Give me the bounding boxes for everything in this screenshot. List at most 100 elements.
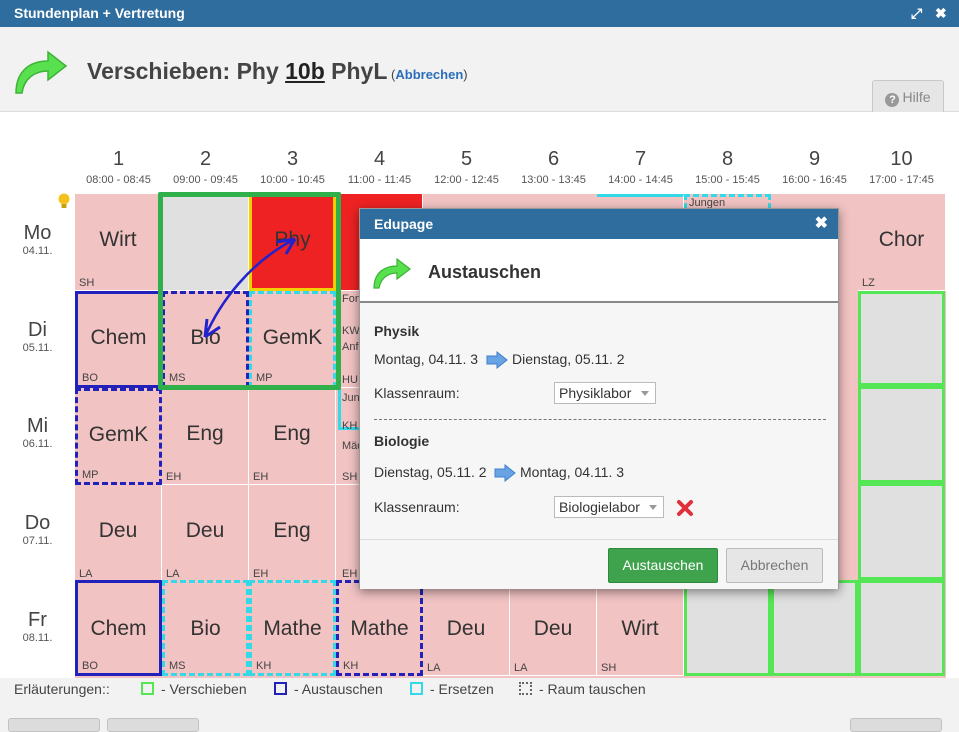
period-header: 8 15:00 - 15:45 bbox=[684, 148, 771, 186]
day-label: Mo 04.11. bbox=[22, 222, 53, 257]
room-2-label: Klassenraum: bbox=[374, 499, 460, 515]
legend-replace: - Ersetzen bbox=[430, 681, 494, 697]
move-arrow-icon bbox=[373, 257, 411, 289]
period-number: 10 bbox=[890, 148, 913, 170]
day-label: Do 07.11. bbox=[22, 512, 53, 547]
window-titlebar: Stundenplan + Vertretung ⤢ ✖ bbox=[0, 0, 959, 27]
period-time: 11:00 - 11:45 bbox=[347, 174, 412, 186]
title-suffix: PhyL bbox=[324, 58, 388, 84]
period-number: 6 bbox=[547, 148, 560, 170]
page-title: Verschieben: Phy 10b PhyL (Abbrechen) bbox=[87, 58, 468, 85]
class-link[interactable]: 10b bbox=[285, 58, 325, 84]
abort-close: ) bbox=[463, 67, 468, 82]
period-header: 2 09:00 - 09:45 bbox=[162, 148, 249, 186]
legend-room: - Raum tauschen bbox=[539, 681, 646, 697]
empty-cell[interactable] bbox=[858, 291, 945, 386]
maximize-icon[interactable]: ⤢ bbox=[911, 5, 923, 21]
period-number: 3 bbox=[286, 148, 299, 170]
subject-2-to: Montag, 04.11. 3 bbox=[520, 464, 625, 480]
lesson-cell[interactable]: Deu LA bbox=[75, 485, 162, 582]
legend-swap-swatch bbox=[274, 682, 287, 695]
help-button[interactable]: ? Hilfe bbox=[872, 80, 944, 115]
empty-cell[interactable] bbox=[162, 194, 249, 291]
lesson-cell[interactable]: Deu LA bbox=[162, 485, 249, 582]
arrow-right-icon bbox=[486, 351, 508, 369]
period-header: 3 10:00 - 10:45 bbox=[249, 148, 336, 186]
lesson-cell[interactable]: Deu LA bbox=[423, 580, 510, 676]
period-time: 08:00 - 08:45 bbox=[86, 174, 151, 186]
page-header: Verschieben: Phy 10b PhyL (Abbrechen) ? H… bbox=[0, 27, 959, 115]
legend-move: - Verschieben bbox=[161, 681, 247, 697]
legend-swap: - Austauschen bbox=[294, 681, 383, 697]
period-number: 2 bbox=[199, 148, 212, 170]
legend-room-swatch bbox=[519, 682, 532, 695]
window-title: Stundenplan + Vertretung bbox=[14, 5, 185, 21]
period-number: 1 bbox=[112, 148, 125, 170]
lesson-cell[interactable]: Wirt SH bbox=[75, 194, 162, 291]
lesson-cell[interactable]: Mathe KH bbox=[249, 580, 336, 676]
lesson-cell[interactable]: Mathe KH bbox=[336, 580, 423, 676]
empty-cell[interactable] bbox=[684, 580, 771, 676]
move-target-frame bbox=[158, 192, 341, 390]
period-number: 9 bbox=[808, 148, 821, 170]
period-header: 7 14:00 - 14:45 bbox=[597, 148, 684, 186]
period-header: 5 12:00 - 12:45 bbox=[423, 148, 510, 186]
dialog-title: Edupage bbox=[374, 216, 434, 232]
title-prefix: Verschieben: Phy bbox=[87, 58, 286, 84]
chevron-down-icon bbox=[649, 505, 657, 510]
lesson-cell[interactable]: Chem BO bbox=[75, 291, 162, 388]
lightbulb-icon[interactable] bbox=[57, 192, 71, 210]
bottom-toolbar bbox=[0, 700, 959, 732]
legend-replace-swatch bbox=[410, 682, 423, 695]
legend-move-swatch bbox=[141, 682, 154, 695]
lesson-cell[interactable]: Wirt SH bbox=[597, 580, 684, 676]
abort-link[interactable]: Abbrechen bbox=[395, 67, 464, 82]
dialog-close-icon[interactable]: ✖ bbox=[814, 215, 828, 232]
period-number: 7 bbox=[634, 148, 647, 170]
subject-2-title: Biologie bbox=[374, 433, 430, 449]
period-number: 4 bbox=[373, 148, 386, 170]
period-time: 12:00 - 12:45 bbox=[434, 174, 499, 186]
dialog-header: Austauschen bbox=[360, 239, 838, 303]
lesson-cell[interactable]: Eng EH bbox=[249, 388, 336, 485]
cancel-button[interactable]: Abbrechen bbox=[726, 548, 823, 583]
help-label: Hilfe bbox=[902, 89, 931, 105]
period-time: 13:00 - 13:45 bbox=[521, 174, 586, 186]
bottom-button[interactable] bbox=[850, 718, 942, 732]
lesson-cell[interactable]: Chem BO bbox=[75, 580, 162, 676]
swap-confirm-button[interactable]: Austauschen bbox=[608, 548, 718, 583]
period-time: 16:00 - 16:45 bbox=[782, 174, 847, 186]
lesson-cell[interactable]: Eng EH bbox=[162, 388, 249, 485]
lesson-cell[interactable]: Deu LA bbox=[510, 580, 597, 676]
room-1-value: Physiklabor bbox=[559, 385, 632, 401]
close-icon[interactable]: ✖ bbox=[935, 5, 947, 21]
bottom-button[interactable] bbox=[107, 718, 199, 732]
period-time: 10:00 - 10:45 bbox=[260, 174, 325, 186]
bottom-button[interactable] bbox=[8, 718, 100, 732]
section-divider bbox=[374, 419, 826, 420]
chevron-down-icon bbox=[641, 391, 649, 396]
empty-cell[interactable] bbox=[858, 483, 945, 580]
subject-1-from: Montag, 04.11. 3 bbox=[374, 351, 479, 367]
lesson-cell[interactable]: GemK MP bbox=[75, 388, 162, 485]
day-label: Di 05.11. bbox=[22, 319, 53, 354]
dialog-footer: Austauschen Abbrechen bbox=[360, 539, 838, 589]
lesson-cell[interactable]: Bio MS bbox=[162, 291, 249, 388]
room-1-select[interactable]: Physiklabor bbox=[554, 382, 656, 404]
period-header: 4 11:00 - 11:45 bbox=[336, 148, 423, 186]
empty-cell[interactable] bbox=[858, 386, 945, 483]
lesson-cell[interactable]: Chor LZ bbox=[858, 194, 946, 291]
period-header: 1 08:00 - 08:45 bbox=[75, 148, 162, 186]
empty-cell[interactable] bbox=[858, 580, 945, 676]
dialog-titlebar: Edupage ✖ bbox=[360, 209, 838, 239]
remove-icon[interactable] bbox=[676, 499, 694, 517]
period-header: 9 16:00 - 16:45 bbox=[771, 148, 858, 186]
empty-cell[interactable] bbox=[771, 580, 858, 676]
period-time: 14:00 - 14:45 bbox=[608, 174, 673, 186]
lesson-cell[interactable]: Bio MS bbox=[162, 580, 249, 676]
period-time: 15:00 - 15:45 bbox=[695, 174, 760, 186]
room-2-select[interactable]: Biologielabor bbox=[554, 496, 664, 518]
period-number: 8 bbox=[721, 148, 734, 170]
lesson-cell[interactable]: Eng EH bbox=[249, 485, 336, 582]
move-arrow-icon bbox=[15, 50, 68, 94]
